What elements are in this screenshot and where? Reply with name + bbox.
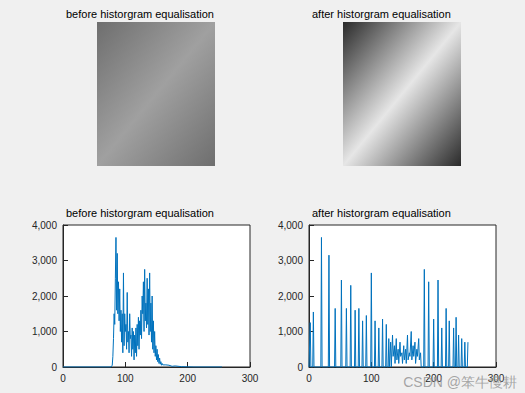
svg-text:2,000: 2,000 (278, 291, 303, 302)
svg-text:3,000: 3,000 (32, 255, 57, 266)
svg-text:1,000: 1,000 (32, 326, 57, 337)
svg-text:100: 100 (117, 373, 134, 384)
svg-text:4,000: 4,000 (32, 220, 57, 231)
svg-text:before historgram equalisation: before historgram equalisation (66, 8, 214, 20)
svg-text:0: 0 (60, 373, 66, 384)
svg-text:0: 0 (297, 362, 303, 373)
svg-text:3,000: 3,000 (278, 255, 303, 266)
svg-text:100: 100 (363, 373, 380, 384)
svg-text:300: 300 (242, 373, 259, 384)
svg-text:2,000: 2,000 (32, 291, 57, 302)
svg-text:CSDN @笨牛慢耕: CSDN @笨牛慢耕 (403, 374, 517, 390)
svg-text:after historgram equalisation: after historgram equalisation (312, 8, 451, 20)
svg-text:200: 200 (179, 373, 196, 384)
svg-text:1,000: 1,000 (278, 326, 303, 337)
svg-text:0: 0 (306, 373, 312, 384)
svg-text:before historgram equalisation: before historgram equalisation (66, 207, 214, 219)
svg-text:after historgram equalisation: after historgram equalisation (312, 207, 451, 219)
svg-text:4,000: 4,000 (278, 220, 303, 231)
svg-text:0: 0 (51, 362, 57, 373)
